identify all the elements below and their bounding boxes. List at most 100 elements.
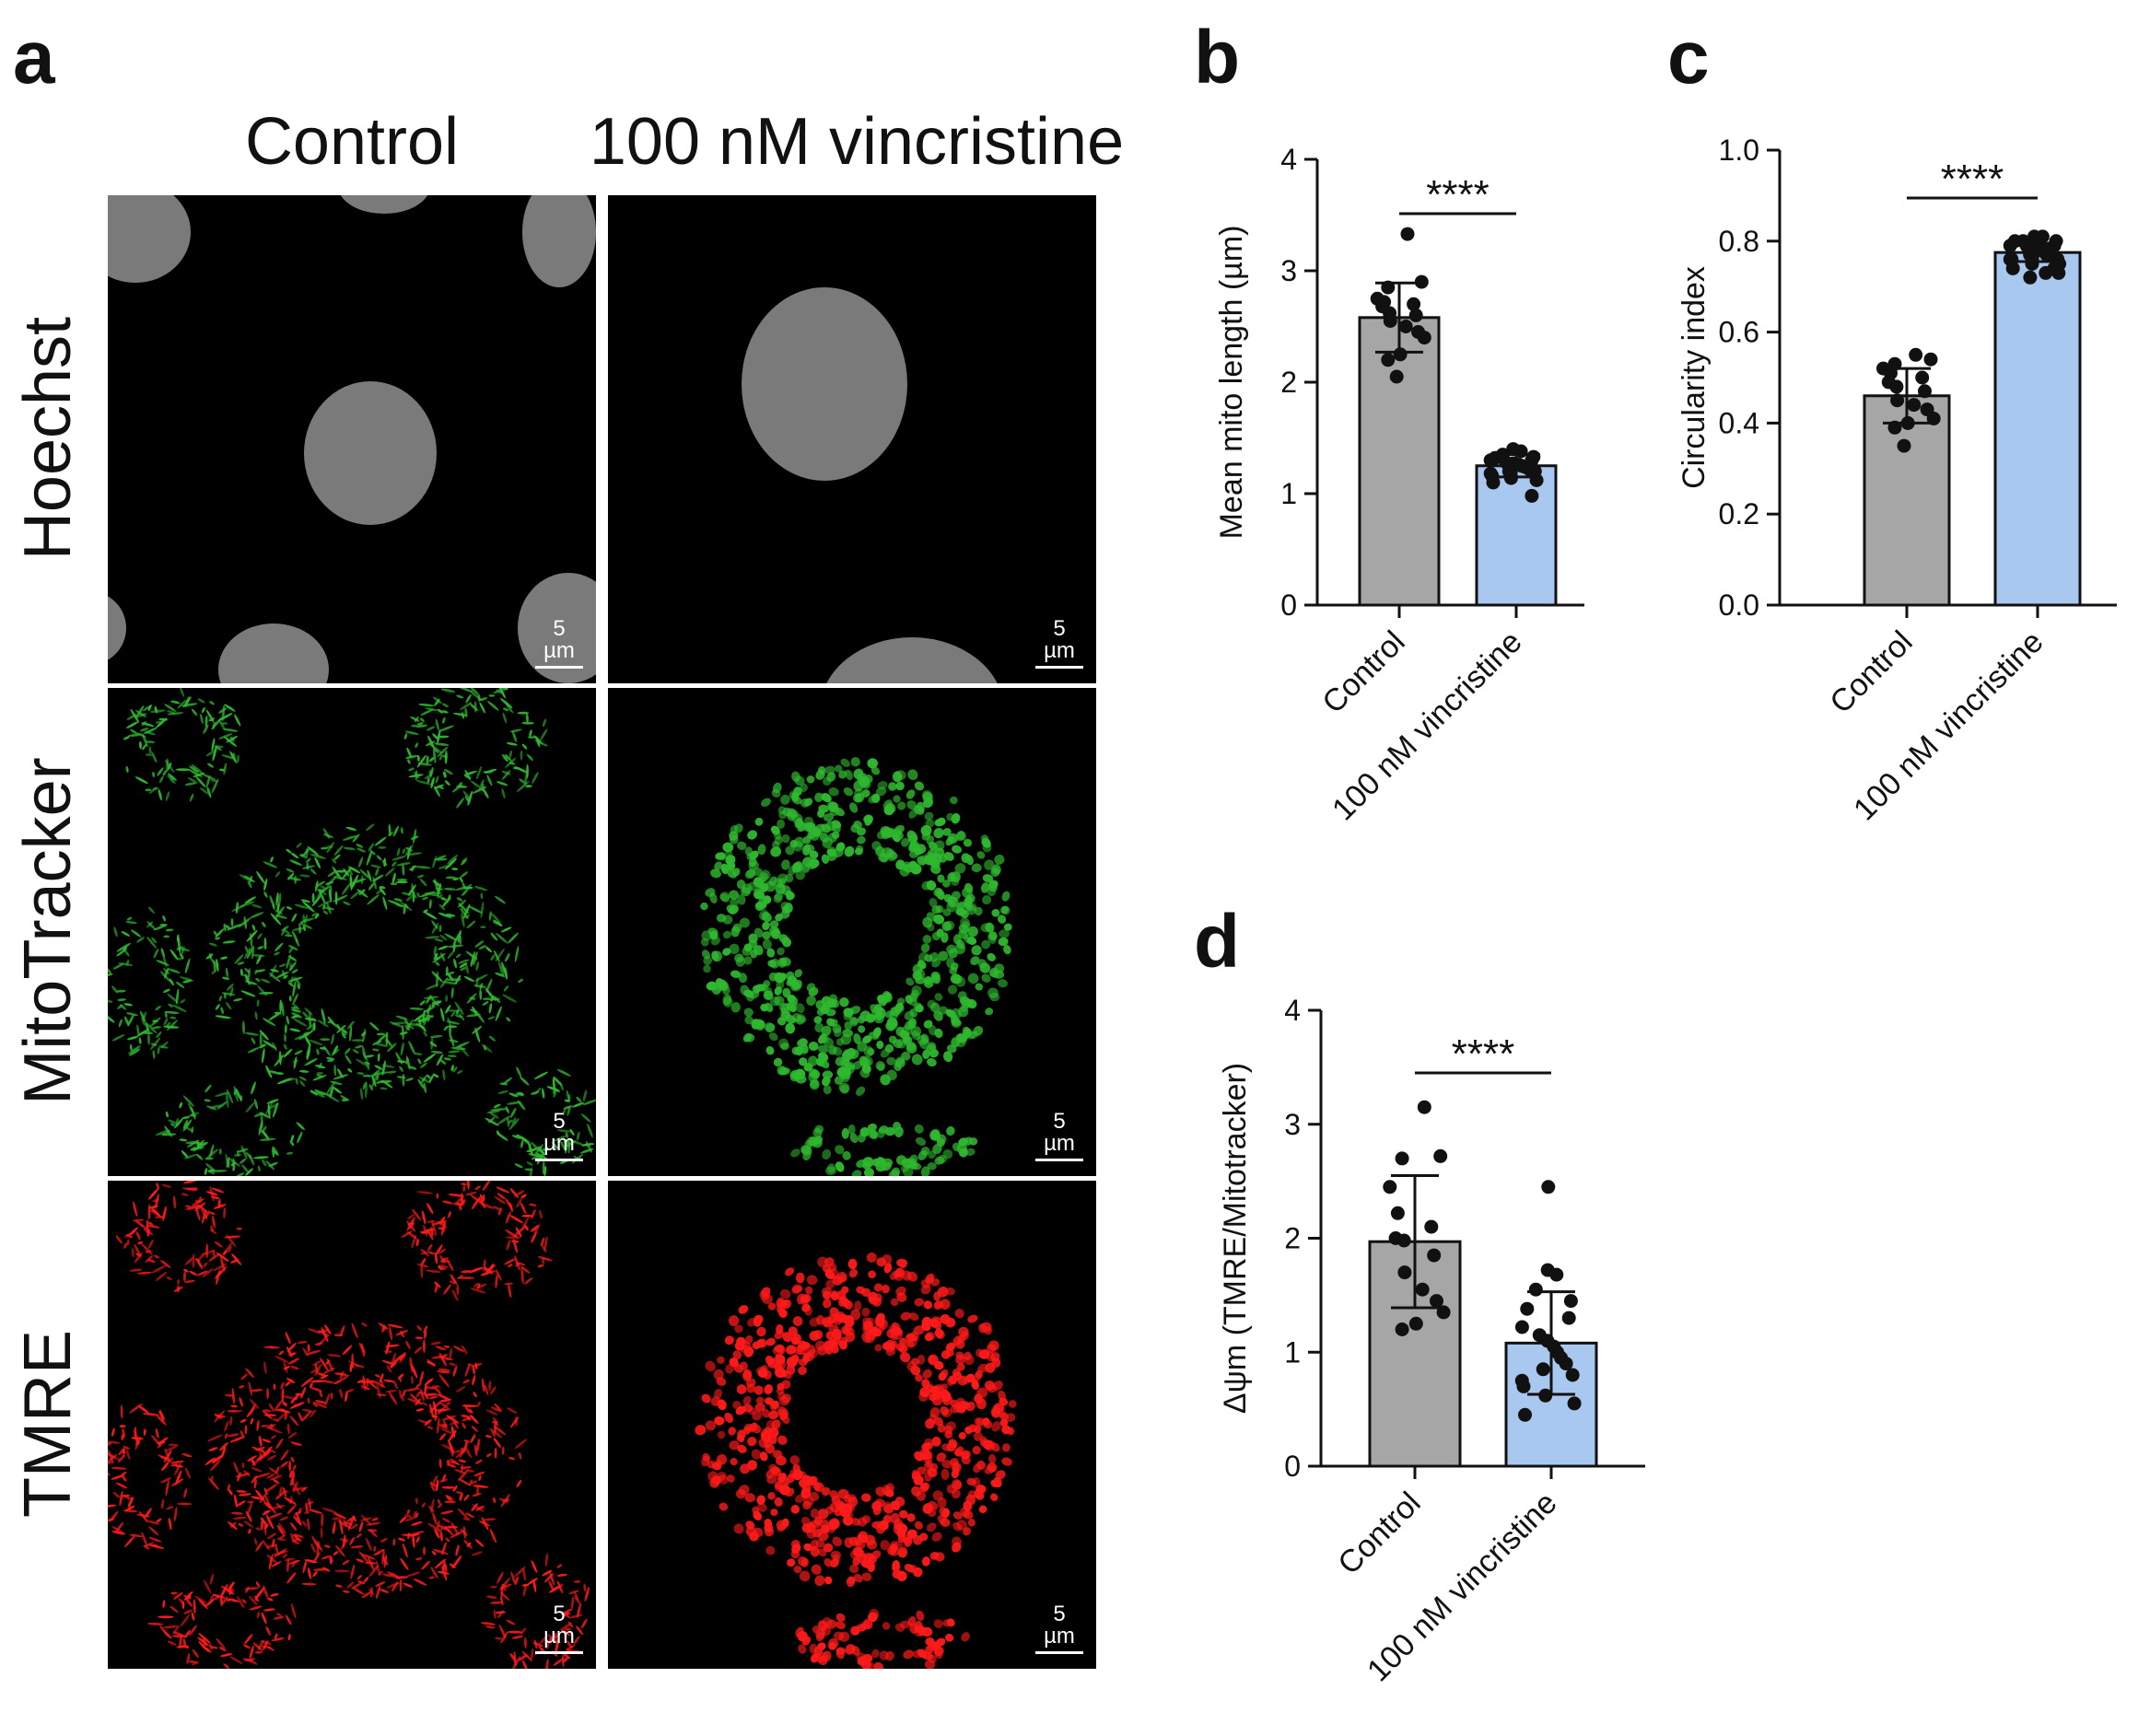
scale-bar-line <box>535 1651 583 1654</box>
y-tick-label: 3 <box>1280 254 1297 287</box>
scale-bar-line <box>1035 1651 1083 1654</box>
data-point <box>1400 227 1415 241</box>
mito-network <box>108 688 596 1176</box>
row-label-mitotracker: MitoTracker <box>11 757 85 1105</box>
data-point <box>2023 270 2038 285</box>
points-vincristine <box>1483 442 1544 503</box>
y-tick-label: 4 <box>1284 994 1301 1027</box>
error-bar-control <box>1391 1173 1439 1310</box>
data-point <box>1383 1180 1397 1194</box>
cell-image <box>108 688 596 1176</box>
points-vincristine <box>1514 1180 1582 1422</box>
scale-bar-line <box>1035 666 1083 669</box>
data-point <box>1424 1219 1439 1234</box>
data-point <box>1433 1148 1448 1163</box>
data-point <box>1909 347 1923 362</box>
bar-control <box>1863 394 1951 607</box>
data-point <box>1525 488 1539 503</box>
data-point <box>1915 370 1930 385</box>
cell-image <box>108 1181 590 1669</box>
scale-bar: 5 µm <box>535 618 583 669</box>
panel-letter-c: c <box>1667 16 1710 99</box>
data-point <box>1516 1379 1531 1393</box>
y-tick-label: 0 <box>1284 1450 1301 1483</box>
data-point <box>1514 1320 1529 1334</box>
data-point <box>2051 265 2066 280</box>
row-label-hoechst: Hoechst <box>11 316 85 561</box>
y-axis-label: Circularity index <box>1677 266 1712 489</box>
y-tick-label: 0.6 <box>1719 316 1759 349</box>
data-point <box>1436 1305 1451 1320</box>
scale-bar-line <box>535 666 583 669</box>
scale-bar-label: 5 µm <box>543 616 575 663</box>
data-point <box>2005 261 2020 275</box>
nucleus-3 <box>218 623 329 683</box>
data-point <box>1407 297 1421 311</box>
y-axis-label: Δψm (TMRE/Mitotracker) <box>1218 1063 1253 1414</box>
data-point <box>1395 1322 1409 1336</box>
x-tick-label: Control <box>1823 624 1919 720</box>
significance-label: **** <box>1941 157 2004 202</box>
data-point <box>2003 239 2017 253</box>
data-point <box>1907 398 1922 413</box>
nucleus-6 <box>108 596 126 660</box>
data-point <box>1486 475 1501 490</box>
x-tick-label: Control <box>1331 1486 1427 1581</box>
y-tick-label: 0.0 <box>1719 588 1759 622</box>
error-bar-vincristine <box>1492 453 1540 479</box>
micrograph-hoechst-control: 5 µm <box>108 195 596 683</box>
cell-image <box>108 195 596 683</box>
y-tick-label: 2 <box>1280 366 1297 399</box>
panel-letter-d: d <box>1194 900 1241 984</box>
error-bar-control <box>1883 367 1931 425</box>
data-point <box>1417 1100 1431 1114</box>
cell-image <box>700 757 1012 1176</box>
data-point <box>1549 1267 1564 1282</box>
data-point <box>1389 369 1404 384</box>
error-bar-vincristine <box>2014 241 2062 263</box>
scale-bar: 5 µm <box>535 1111 583 1161</box>
data-point <box>1528 1282 1543 1297</box>
points-control <box>1383 1100 1451 1336</box>
significance-label: **** <box>1452 1031 1515 1077</box>
data-point <box>1390 1206 1405 1220</box>
nucleus-0 <box>304 381 437 525</box>
y-tick-label: 0.2 <box>1719 497 1759 530</box>
data-point <box>1918 384 1932 399</box>
scale-bar-label: 5 µm <box>543 1109 575 1156</box>
data-point <box>1536 1362 1550 1377</box>
data-point <box>1396 1233 1411 1248</box>
row-label-tmre: TMRE <box>11 1330 85 1518</box>
scale-bar: 5 µm <box>1035 618 1083 669</box>
data-point <box>1897 438 1911 453</box>
scale-bar-label: 5 µm <box>1044 1109 1075 1156</box>
data-point <box>2035 229 2050 244</box>
data-point <box>1383 314 1397 328</box>
error-bar-vincristine <box>1527 1290 1575 1396</box>
data-point <box>1520 1301 1535 1316</box>
mito-network <box>695 1252 1017 1669</box>
data-point <box>1483 453 1498 468</box>
nucleus-5 <box>340 195 428 214</box>
points-control <box>1370 227 1431 384</box>
significance-label: **** <box>1426 172 1490 217</box>
data-point <box>1430 1294 1443 1309</box>
error-bar-control <box>1375 281 1423 354</box>
data-point <box>1395 1151 1409 1166</box>
micrograph-tmre-vincristine: 5 µm <box>608 1181 1096 1669</box>
y-tick-label: 0.8 <box>1719 225 1759 258</box>
scale-bar-label: 5 µm <box>1044 1602 1075 1649</box>
nucleus-1 <box>826 637 998 683</box>
mito-network <box>108 1181 590 1669</box>
column-title-vincristine: 100 nM vincristine <box>589 105 1125 179</box>
micrograph-mitotracker-vincristine: 5 µm <box>608 688 1096 1176</box>
points-control <box>1876 347 1941 453</box>
y-tick-label: 1.0 <box>1719 134 1759 167</box>
y-tick-label: 0.4 <box>1719 406 1759 439</box>
scale-bar-line <box>535 1159 583 1161</box>
micrograph-tmre-control: 5 µm <box>108 1181 596 1669</box>
data-point <box>1415 1282 1430 1297</box>
bar-vincristine <box>1993 250 2082 607</box>
data-point <box>1381 353 1396 367</box>
